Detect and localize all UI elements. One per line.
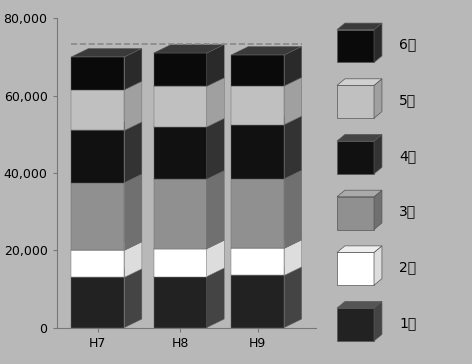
Text: 5級: 5級 bbox=[399, 93, 416, 107]
Polygon shape bbox=[337, 252, 374, 285]
Polygon shape bbox=[231, 124, 284, 179]
Polygon shape bbox=[231, 240, 302, 248]
Polygon shape bbox=[71, 48, 142, 57]
Polygon shape bbox=[153, 118, 224, 127]
Polygon shape bbox=[337, 141, 374, 174]
Polygon shape bbox=[153, 44, 224, 53]
Text: 3級: 3級 bbox=[399, 205, 416, 218]
Polygon shape bbox=[125, 242, 142, 277]
Polygon shape bbox=[284, 240, 302, 276]
Polygon shape bbox=[284, 78, 302, 124]
Polygon shape bbox=[71, 81, 142, 90]
Polygon shape bbox=[153, 171, 224, 179]
Polygon shape bbox=[231, 267, 302, 276]
Polygon shape bbox=[207, 171, 224, 249]
Polygon shape bbox=[125, 122, 142, 183]
Polygon shape bbox=[71, 277, 125, 328]
Polygon shape bbox=[71, 90, 125, 130]
Polygon shape bbox=[337, 301, 382, 308]
Text: 6級: 6級 bbox=[399, 37, 416, 51]
Polygon shape bbox=[71, 57, 125, 90]
Polygon shape bbox=[337, 85, 374, 118]
Polygon shape bbox=[337, 197, 374, 229]
Polygon shape bbox=[284, 267, 302, 328]
Polygon shape bbox=[337, 29, 374, 62]
Polygon shape bbox=[337, 190, 382, 197]
Polygon shape bbox=[207, 44, 224, 86]
Polygon shape bbox=[125, 48, 142, 90]
Polygon shape bbox=[153, 277, 207, 328]
Polygon shape bbox=[71, 269, 142, 277]
Polygon shape bbox=[231, 78, 302, 86]
Polygon shape bbox=[153, 268, 224, 277]
Polygon shape bbox=[207, 240, 224, 277]
Text: 4級: 4級 bbox=[399, 149, 416, 163]
Polygon shape bbox=[284, 116, 302, 179]
Polygon shape bbox=[337, 134, 382, 141]
Polygon shape bbox=[207, 78, 224, 127]
Text: 1級: 1級 bbox=[399, 316, 416, 330]
Polygon shape bbox=[207, 268, 224, 328]
Polygon shape bbox=[374, 301, 382, 341]
Polygon shape bbox=[71, 122, 142, 130]
Polygon shape bbox=[284, 47, 302, 86]
Polygon shape bbox=[337, 308, 374, 341]
Polygon shape bbox=[231, 116, 302, 124]
Polygon shape bbox=[125, 174, 142, 250]
Polygon shape bbox=[231, 179, 284, 248]
Polygon shape bbox=[153, 86, 207, 127]
Polygon shape bbox=[337, 79, 382, 85]
Polygon shape bbox=[153, 127, 207, 179]
Polygon shape bbox=[231, 47, 302, 55]
Polygon shape bbox=[71, 130, 125, 183]
Polygon shape bbox=[337, 246, 382, 252]
Polygon shape bbox=[231, 276, 284, 328]
Polygon shape bbox=[374, 190, 382, 229]
Polygon shape bbox=[231, 55, 284, 86]
Polygon shape bbox=[71, 183, 125, 250]
Polygon shape bbox=[374, 134, 382, 174]
Polygon shape bbox=[153, 78, 224, 86]
Polygon shape bbox=[71, 174, 142, 183]
Polygon shape bbox=[71, 250, 125, 277]
Polygon shape bbox=[125, 269, 142, 328]
Polygon shape bbox=[207, 118, 224, 179]
Polygon shape bbox=[374, 246, 382, 285]
Polygon shape bbox=[231, 170, 302, 179]
Polygon shape bbox=[153, 179, 207, 249]
Text: 2級: 2級 bbox=[399, 260, 416, 274]
Polygon shape bbox=[71, 242, 142, 250]
Polygon shape bbox=[231, 86, 284, 124]
Polygon shape bbox=[125, 81, 142, 130]
Polygon shape bbox=[284, 170, 302, 248]
Polygon shape bbox=[374, 23, 382, 62]
Polygon shape bbox=[231, 248, 284, 276]
Polygon shape bbox=[153, 249, 207, 277]
Polygon shape bbox=[337, 23, 382, 29]
Polygon shape bbox=[153, 240, 224, 249]
Polygon shape bbox=[374, 79, 382, 118]
Polygon shape bbox=[153, 53, 207, 86]
